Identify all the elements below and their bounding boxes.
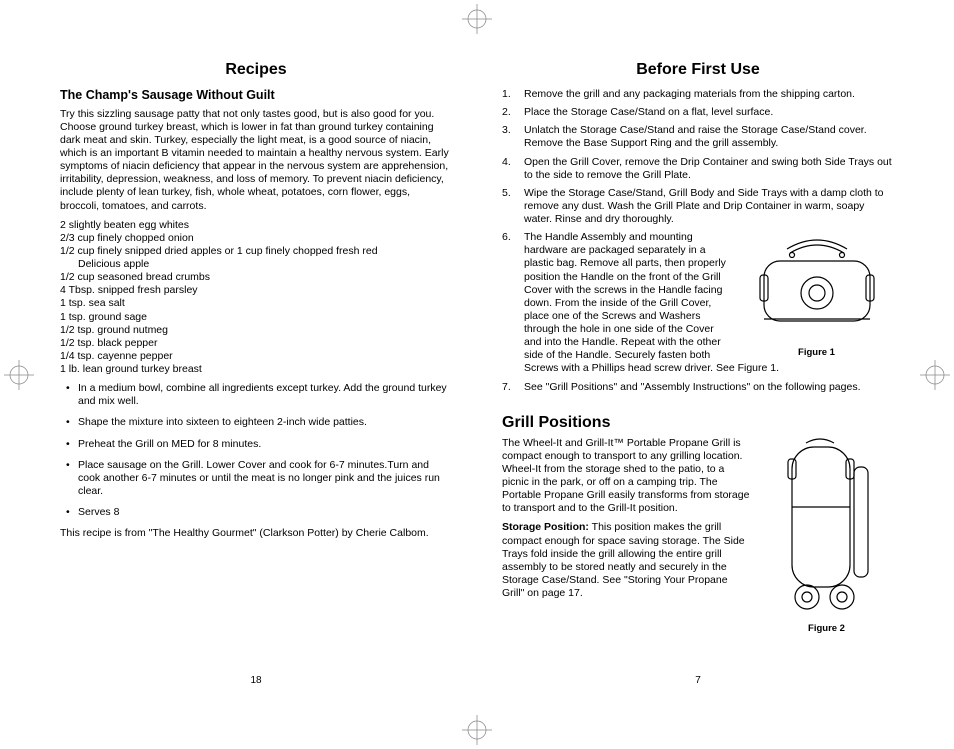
ingredient-line: 1/2 cup seasoned bread crumbs (60, 271, 452, 284)
figure-2-illustration (762, 437, 892, 617)
ingredient-line: 1 tsp. sea salt (60, 297, 452, 310)
ingredient-line: 1/4 tsp. cayenne pepper (60, 350, 452, 363)
recipe-step: Place sausage on the Grill. Lower Cover … (60, 459, 452, 498)
before-use-step: 4.Open the Grill Cover, remove the Drip … (502, 156, 894, 182)
before-use-step: 2.Place the Storage Case/Stand on a flat… (502, 106, 894, 119)
before-use-step: 1.Remove the grill and any packaging mat… (502, 88, 894, 101)
recipe-steps: In a medium bowl, combine all ingredient… (60, 382, 452, 519)
ingredient-line: 1/2 tsp. black pepper (60, 337, 452, 350)
right-page: Before First Use 1.Remove the grill and … (502, 60, 894, 689)
page-spread: Recipes The Champ's Sausage Without Guil… (60, 60, 894, 689)
storage-position-para: Storage Position: This position makes th… (502, 521, 751, 600)
ingredient-line: 1/2 cup finely snipped dried apples or 1… (60, 245, 452, 258)
before-use-list: 1.Remove the grill and any packaging mat… (502, 88, 894, 226)
grill-positions-title: Grill Positions (502, 413, 894, 433)
step6-block: Figure 1 6. The Handle Assembly and moun… (502, 231, 894, 399)
step-6: 6. The Handle Assembly and mounting hard… (502, 231, 894, 375)
before-use-step: 3.Unlatch the Storage Case/Stand and rai… (502, 124, 894, 150)
page-number-right: 7 (502, 675, 894, 688)
step-7: 7. See "Grill Positions" and "Assembly I… (502, 381, 894, 394)
ingredient-line: 2 slightly beaten egg whites (60, 219, 452, 232)
ingredients-list: 2 slightly beaten egg whites2/3 cup fine… (60, 219, 452, 377)
recipe-step: Serves 8 (60, 506, 452, 519)
grill-positions-block: Grill Positions Figure 2 The Wheel- (502, 413, 894, 635)
before-first-use-title: Before First Use (502, 60, 894, 80)
figure-2-wrap: Figure 2 (759, 437, 894, 635)
ingredient-line: Delicious apple (60, 258, 452, 271)
crop-mark-right (920, 360, 950, 390)
crop-mark-left (4, 360, 34, 390)
recipe-credit: This recipe is from "The Healthy Gourmet… (60, 527, 452, 540)
before-use-step: 5.Wipe the Storage Case/Stand, Grill Bod… (502, 187, 894, 226)
ingredient-line: 1 tsp. ground sage (60, 311, 452, 324)
recipe-step: Shape the mixture into sixteen to eighte… (60, 416, 452, 429)
crop-mark-bottom (462, 715, 492, 745)
ingredient-line: 1 lb. lean ground turkey breast (60, 363, 452, 376)
recipe-intro: Try this sizzling sausage patty that not… (60, 108, 452, 213)
grill-intro: The Wheel-It and Grill-It™ Portable Prop… (502, 437, 751, 516)
ingredient-line: 2/3 cup finely chopped onion (60, 232, 452, 245)
recipe-subtitle: The Champ's Sausage Without Guilt (60, 88, 452, 104)
ingredient-line: 1/2 tsp. ground nutmeg (60, 324, 452, 337)
recipes-title: Recipes (60, 60, 452, 80)
figure-2-caption: Figure 2 (759, 623, 894, 635)
ingredient-line: 4 Tbsp. snipped fresh parsley (60, 284, 452, 297)
crop-mark-top (462, 4, 492, 34)
recipe-step: In a medium bowl, combine all ingredient… (60, 382, 452, 408)
recipe-step: Preheat the Grill on MED for 8 minutes. (60, 438, 452, 451)
left-page: Recipes The Champ's Sausage Without Guil… (60, 60, 452, 689)
page-number-left: 18 (60, 675, 452, 688)
